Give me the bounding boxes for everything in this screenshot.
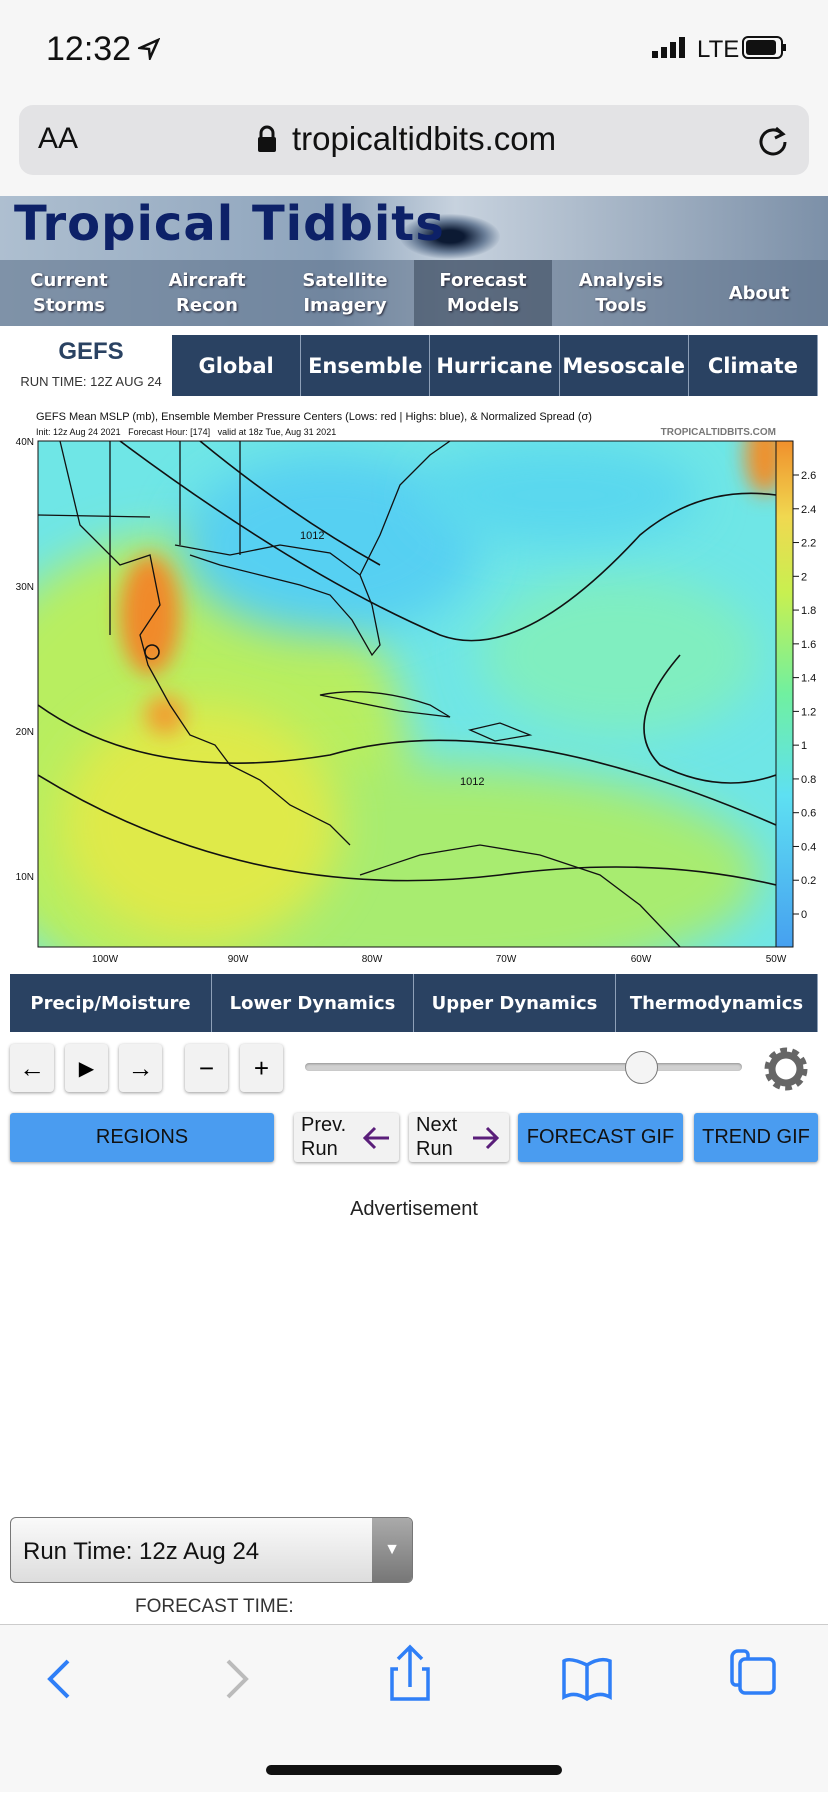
select-arrow: ▼ (372, 1518, 412, 1582)
colorbar-label: 0 (801, 909, 807, 921)
text-size-button[interactable]: AA (38, 122, 79, 155)
model-tab[interactable]: Climate (688, 335, 818, 396)
colorbar-label: 1.8 (801, 605, 816, 617)
colorbar-label: 1.2 (801, 706, 816, 718)
colorbar-label: 2.6 (801, 470, 816, 482)
lon-label: 50W (766, 954, 787, 965)
nav-link[interactable]: Analysis Tools (578, 270, 664, 316)
colorbar-label: 0.2 (801, 875, 816, 887)
model-tab[interactable]: Mesoscale (559, 335, 689, 396)
isobars (38, 441, 776, 886)
lat-label: 10N (16, 872, 34, 883)
nav-link[interactable]: Aircraft Recon (168, 270, 246, 316)
model-tab[interactable]: Global (172, 335, 302, 396)
next-run-button[interactable]: Next Run (409, 1113, 509, 1162)
model-tabs: Global Ensemble Hurricane Mesoscale Climate (172, 335, 818, 396)
forecast-gif-button[interactable]: FORECAST GIF (518, 1113, 683, 1162)
lat-label: 30N (16, 582, 34, 593)
forecast-time-label: FORECAST TIME: (135, 1596, 294, 1617)
reload-icon[interactable] (756, 124, 790, 158)
category-tab[interactable]: Lower Dynamics (212, 974, 414, 1032)
site-logo[interactable]: Tropical Tidbits (14, 196, 445, 252)
map-title: GEFS Mean MSLP (mb), Ensemble Member Pre… (36, 411, 592, 423)
lon-label: 100W (92, 954, 119, 965)
time-slider[interactable] (305, 1063, 742, 1071)
colorbar-label: 1 (801, 740, 807, 752)
run-time-label: RUN TIME: 12Z AUG 24 (20, 374, 162, 389)
colorbar-label: 2 (801, 571, 807, 583)
lon-label: 60W (631, 954, 652, 965)
map-init: Init: 12z Aug 24 2021 Forecast Hour: [17… (36, 427, 336, 437)
category-tab[interactable]: Upper Dynamics (414, 974, 616, 1032)
trend-gif-button[interactable]: TREND GIF (694, 1113, 818, 1162)
lock-icon (258, 125, 276, 152)
zoom-out-button[interactable]: − (185, 1044, 228, 1092)
site-nav: Current Storms Aircraft Recon Satellite Im… (0, 260, 828, 326)
nav-link[interactable]: Satellite Imagery (302, 270, 388, 316)
slider-knob[interactable] (625, 1051, 658, 1084)
back-step-button[interactable]: ← (10, 1044, 54, 1092)
nav-link[interactable]: About (728, 282, 790, 304)
model-box (0, 335, 172, 396)
network: LTE (697, 36, 740, 63)
lat-label: 40N (16, 437, 34, 448)
colorbar-label: 2.4 (801, 504, 816, 516)
isobar-label: 1012 (300, 530, 324, 542)
model-name: GEFS (58, 338, 124, 365)
run-time-value: Run Time: 12z Aug 24 (23, 1538, 260, 1565)
nav-link[interactable]: Current Storms (30, 270, 108, 316)
category-tab[interactable]: Precip/Moisture (10, 974, 212, 1032)
nav-link[interactable]: Forecast Models (414, 260, 552, 326)
coastlines (38, 441, 681, 947)
lat-label: 20N (16, 727, 34, 738)
location-icon (138, 38, 160, 60)
signal-icon (652, 37, 685, 58)
prev-run-label: Prev. Run (301, 1114, 347, 1160)
ad-label: Advertisement (350, 1198, 478, 1220)
model-tab[interactable]: Ensemble (301, 335, 431, 396)
lon-label: 70W (496, 954, 517, 965)
category-tab[interactable]: Thermodynamics (616, 974, 818, 1032)
lon-label: 90W (228, 954, 249, 965)
colorbar-label: 1.4 (801, 673, 816, 685)
colorbar-label: 2.2 (801, 538, 816, 550)
next-run-label: Next Run (416, 1114, 458, 1160)
colorbar-label: 0.4 (801, 841, 816, 853)
play-button[interactable]: ▶ (65, 1044, 108, 1092)
settings-icon[interactable] (760, 1043, 812, 1095)
model-tab[interactable]: Hurricane (430, 335, 560, 396)
url: tropicaltidbits.com (292, 120, 557, 157)
watermark: TROPICALTIDBITS.COM (661, 427, 776, 438)
hurricane-image (400, 214, 500, 259)
colorbar-label: 0.8 (801, 774, 816, 786)
forward-step-button[interactable]: → (119, 1044, 162, 1092)
colorbar-label: 1.6 (801, 639, 816, 651)
isobar-label: 1012 (460, 776, 484, 788)
battery-icon (742, 36, 786, 59)
zoom-in-button[interactable]: + (240, 1044, 283, 1092)
address-bar[interactable] (19, 105, 809, 175)
forecast-map: GEFS Mean MSLP (mb), Ensemble Member Pre… (0, 405, 828, 971)
colorbar-label: 0.6 (801, 808, 816, 820)
colorbar (776, 441, 793, 947)
prev-run-button[interactable]: Prev. Run (294, 1113, 399, 1162)
toolbar-icons (47, 1644, 776, 1775)
status-time: 12:32 (46, 30, 132, 68)
run-time-select[interactable]: Run Time: 12z Aug 24 ▼ (10, 1517, 413, 1583)
lon-label: 80W (362, 954, 383, 965)
category-tabs: Precip/Moisture Lower Dynamics Upper Dynam… (10, 974, 818, 1032)
browser-toolbar (0, 1624, 828, 1792)
map-field (38, 441, 776, 947)
regions-button[interactable]: REGIONS (10, 1113, 274, 1162)
